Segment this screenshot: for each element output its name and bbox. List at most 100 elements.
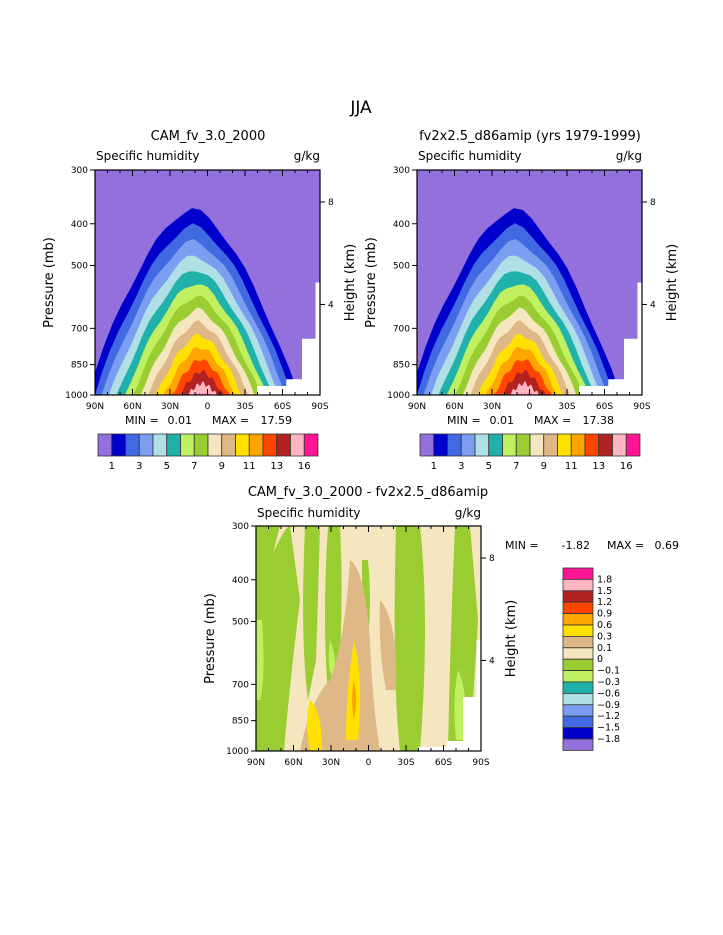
- colorbar-swatch: [612, 433, 627, 457]
- min-value: -1.82: [562, 539, 590, 552]
- colorbar-swatch: [276, 433, 291, 457]
- colorbar-swatch: [584, 433, 600, 457]
- colorbar-swatch: [562, 693, 594, 706]
- max-label: MAX =: [534, 414, 571, 427]
- height-tick-label: 4: [328, 300, 334, 310]
- y-tick-label: 500: [232, 617, 249, 627]
- colorbar-label: 16: [298, 461, 311, 472]
- colorbar-swatch: [562, 579, 594, 592]
- max-label: MAX =: [607, 539, 644, 552]
- panel-title: CAM_fv_3.0_2000 - fv2x2.5_d86amip: [248, 485, 488, 500]
- y-tick-label: 300: [393, 166, 410, 176]
- max-value: 17.59: [261, 414, 293, 427]
- colorbar-label: −1.2: [597, 711, 620, 722]
- x-tick-label: 30N: [161, 402, 179, 412]
- colorbar-swatch: [111, 433, 126, 457]
- colorbar: 1 3 5 7 9 11 13 16: [419, 433, 641, 472]
- colorbar-swatch: [419, 433, 435, 457]
- contour-level: [307, 700, 322, 751]
- contour-fills: [417, 170, 642, 395]
- colorbar-swatch: [488, 433, 503, 457]
- colorbar-label: 0.1: [597, 643, 612, 654]
- y-tick-label: 300: [232, 522, 249, 532]
- colorbar-swatch: [502, 433, 517, 457]
- colorbar-label: 7: [191, 461, 197, 472]
- contour-level: [394, 526, 425, 751]
- left-string: Specific humidity: [96, 149, 200, 163]
- colorbar-swatch: [562, 738, 594, 751]
- colorbar-label: 13: [270, 461, 283, 472]
- y-tick-label: 850: [71, 361, 88, 371]
- colorbar-label: 7: [513, 461, 519, 472]
- x-tick-label: 60N: [445, 402, 463, 412]
- colorbar-swatch: [515, 433, 531, 457]
- colorbar-swatch: [562, 704, 594, 717]
- colorbar-label: 1.5: [597, 586, 612, 597]
- topography-mask: [418, 640, 481, 751]
- y-axis-label-right: Height (km): [343, 244, 358, 321]
- colorbar-swatch: [562, 636, 594, 649]
- x-tick-label: 30N: [483, 402, 501, 412]
- colorbar-swatch: [125, 433, 140, 457]
- colorbar-label: 9: [219, 461, 225, 472]
- right-string: g/kg: [294, 149, 320, 163]
- left-string: Specific humidity: [257, 506, 361, 520]
- min-label: MIN =: [447, 414, 481, 427]
- colorbar-swatch: [290, 433, 305, 457]
- height-tick-label: 8: [489, 554, 495, 564]
- right-string: g/kg: [455, 506, 481, 520]
- colorbar: 1.81.51.20.90.60.30.10−0.1−0.3−0.6−0.9−1…: [562, 567, 620, 751]
- colorbar-label: 0.6: [597, 620, 612, 631]
- contour-level: [509, 381, 539, 395]
- axes: 90N 60N 30N 0 30S 60S 90S 300 400 500 700 850 1000 8 4…: [42, 166, 358, 412]
- y-tick-label: 850: [232, 717, 249, 727]
- colorbar-swatch: [562, 647, 594, 660]
- y-tick-label: 400: [232, 576, 249, 586]
- colorbar-swatch: [138, 433, 154, 457]
- y-axis-label: Pressure (mb): [364, 237, 379, 328]
- x-tick-label: 90S: [633, 402, 650, 412]
- min-value: 0.01: [490, 414, 515, 427]
- y-tick-label: 700: [393, 324, 410, 334]
- colorbar-swatch: [562, 567, 594, 580]
- contour-level: [256, 526, 300, 751]
- colorbar-swatch: [543, 433, 558, 457]
- colorbar-label: −0.9: [597, 700, 620, 711]
- colorbar-swatch: [625, 433, 641, 457]
- axes: 90N 60N 30N 0 30S 60S 90S 300 400 500 700 850 1000 8 4…: [203, 522, 519, 768]
- contour-level: [187, 381, 217, 395]
- colorbar-swatch: [433, 433, 448, 457]
- colorbar-label: −0.6: [597, 688, 620, 699]
- colorbar-label: 5: [486, 461, 492, 472]
- x-tick-label: 0: [527, 402, 533, 412]
- colorbar-swatch: [562, 658, 594, 672]
- height-tick-label: 4: [489, 656, 495, 666]
- y-tick-label: 1000: [65, 391, 88, 401]
- contour-fills: [256, 526, 481, 751]
- colorbar-swatch: [562, 601, 594, 615]
- y-tick-label: 400: [393, 220, 410, 230]
- x-tick-label: 0: [366, 758, 372, 768]
- panel-obs: fv2x2.5_d86amip (yrs 1979-1999) Specific…: [364, 129, 680, 472]
- colorbar-swatch: [180, 433, 195, 457]
- contour-plot: 90N 60N 30N 0 30S 60S 90S 300 400 500 700 850 1000 8 4…: [364, 166, 680, 412]
- colorbar-swatch: [562, 613, 594, 626]
- colorbar-label: 3: [136, 461, 142, 472]
- colorbar-swatch: [97, 433, 113, 457]
- colorbar-label: 3: [458, 461, 464, 472]
- x-tick-label: 60N: [284, 758, 302, 768]
- colorbar-label: 16: [620, 461, 633, 472]
- colorbar-swatch: [166, 433, 181, 457]
- colorbar-label: −0.1: [597, 666, 620, 677]
- contour-fills: [95, 170, 320, 395]
- contour-level: [179, 369, 223, 395]
- colorbar-swatch: [562, 715, 594, 729]
- left-string: Specific humidity: [418, 149, 522, 163]
- plot-frame: [416, 169, 643, 396]
- colorbar-swatch: [557, 433, 572, 457]
- topography-mask: [257, 282, 320, 395]
- colorbar-swatch: [562, 624, 594, 637]
- y-tick-label: 500: [393, 261, 410, 271]
- contour-level: [303, 526, 320, 700]
- height-tick-label: 8: [328, 198, 334, 208]
